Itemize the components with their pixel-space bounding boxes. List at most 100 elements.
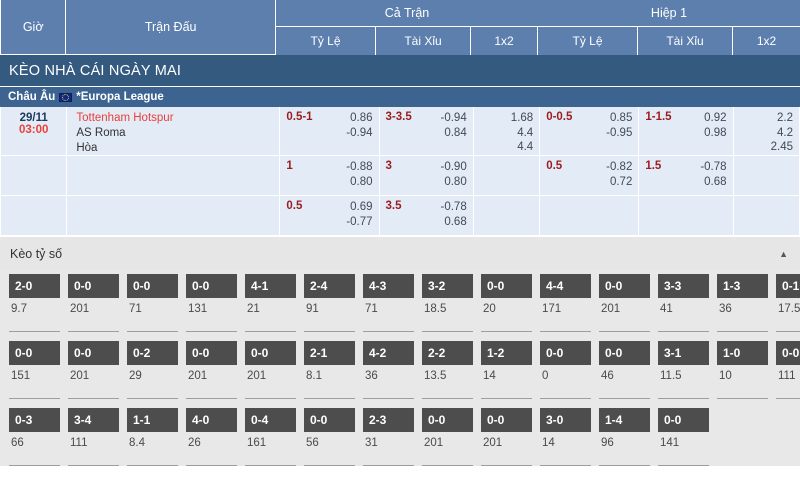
score-cell[interactable]: 1-3 36 [717,274,768,332]
score-cell[interactable]: 0-4 161 [245,408,296,466]
score-cell[interactable]: 1-2 14 [481,341,532,399]
odds-value[interactable]: 0.80 [444,175,467,188]
score-odds-value[interactable]: 201 [245,365,296,399]
score-odds-value[interactable]: 161 [245,432,296,466]
score-odds-value[interactable]: 111 [68,432,119,466]
odds-value[interactable]: -0.78 [700,161,727,173]
score-odds-value[interactable]: 36 [717,298,768,332]
score-cell[interactable]: 0-0 201 [599,274,650,332]
odds-value[interactable]: 0.68 [444,215,467,228]
odds-ft-tyle[interactable]: 0.5-1 0.86 -0.94 [280,107,380,155]
odds-value[interactable]: -0.90 [440,161,467,173]
score-odds-value[interactable]: 171 [540,298,591,332]
odds-value[interactable]: 0.85 [609,112,633,124]
score-odds-value[interactable]: 41 [658,298,709,332]
score-odds-value[interactable]: 201 [68,365,119,399]
score-odds-value[interactable]: 56 [304,432,355,466]
score-odds-value[interactable]: 151 [9,365,60,399]
score-odds-value[interactable]: 17.5 [776,298,800,332]
score-cell[interactable]: 3-1 11.5 [658,341,709,399]
score-cell[interactable]: 3-0 14 [540,408,591,466]
score-odds-value[interactable]: 66 [9,432,60,466]
score-odds-value[interactable]: 201 [422,432,473,466]
score-cell[interactable]: 2-1 8.1 [304,341,355,399]
score-cell[interactable]: 3-2 18.5 [422,274,473,332]
odds-value[interactable]: 0.84 [444,126,467,139]
score-cell[interactable]: 1-4 96 [599,408,650,466]
score-cell[interactable]: 1-1 8.4 [127,408,178,466]
score-odds-value[interactable]: 201 [68,298,119,332]
score-odds-value[interactable]: 14 [481,365,532,399]
odds-value[interactable]: 2.2 [777,112,794,124]
score-odds-value[interactable]: 0 [540,365,591,399]
score-cell[interactable]: 0-0 141 [658,408,709,466]
score-cell[interactable]: 0-3 66 [9,408,60,466]
score-odds-value[interactable]: 8.4 [127,432,178,466]
score-odds-value[interactable]: 71 [127,298,178,332]
table-row[interactable]: 1 -0.88 0.80 3 -0.90 0.80 0.5 -0.82 0.72 [0,156,800,196]
odds-value[interactable]: 0.68 [704,175,727,188]
score-cell[interactable]: 0-0 71 [127,274,178,332]
odds-value[interactable]: -0.82 [606,161,633,173]
score-odds-value[interactable]: 18.5 [422,298,473,332]
odds-value[interactable]: 0.86 [350,112,373,124]
league-bar[interactable]: Châu Âu *Europa League [0,87,800,107]
odds-ft-taixiu[interactable]: 3.5 -0.78 0.68 [380,196,474,235]
odds-value[interactable]: -0.95 [606,126,633,139]
score-cell[interactable]: 0-0 56 [304,408,355,466]
score-cell[interactable]: 2-0 9.7 [9,274,60,332]
odds-value[interactable]: 1.68 [510,112,534,124]
score-cell[interactable]: 2-2 13.5 [422,341,473,399]
table-row[interactable]: 0.5 0.69 -0.77 3.5 -0.78 0.68 [0,196,800,236]
score-cell[interactable]: 2-4 91 [304,274,355,332]
score-odds-value[interactable]: 8.1 [304,365,355,399]
score-cell[interactable]: 0-0 131 [186,274,237,332]
score-cell[interactable]: 3-3 41 [658,274,709,332]
odds-ft-tyle[interactable]: 1 -0.88 0.80 [280,156,380,195]
score-cell[interactable]: 0-0 201 [68,341,119,399]
score-odds-value[interactable]: 10 [717,365,768,399]
odds-ft-taixiu[interactable]: 3 -0.90 0.80 [380,156,474,195]
odds-ft-1x2[interactable]: 1.68 4.4 4.4 [474,107,541,155]
score-cell[interactable]: 4-2 36 [363,341,414,399]
score-cell[interactable]: 0-2 29 [127,341,178,399]
score-cell[interactable]: 4-0 26 [186,408,237,466]
score-odds-value[interactable]: 36 [363,365,414,399]
score-odds-value[interactable]: 29 [127,365,178,399]
score-odds-value[interactable]: 20 [481,298,532,332]
score-odds-value[interactable]: 21 [245,298,296,332]
odds-value[interactable]: 2.45 [770,141,794,153]
score-cell[interactable]: 0-0 201 [68,274,119,332]
score-odds-value[interactable]: 201 [599,298,650,332]
score-cell[interactable]: 3-4 111 [68,408,119,466]
odds-value[interactable]: -0.78 [440,201,467,213]
score-cell[interactable]: 0-0 201 [186,341,237,399]
score-section-header[interactable]: Kèo tỷ số ▲ [0,236,800,270]
score-odds-value[interactable]: 111 [776,365,800,399]
odds-h1-taixiu[interactable]: 1-1.5 0.92 0.98 [639,107,734,155]
home-team[interactable]: Tottenham Hotspur [76,112,174,124]
score-odds-value[interactable]: 141 [658,432,709,466]
score-cell[interactable]: 4-3 71 [363,274,414,332]
score-cell[interactable]: 1-0 10 [717,341,768,399]
away-team[interactable]: AS Roma [76,127,126,139]
score-odds-value[interactable]: 131 [186,298,237,332]
score-cell[interactable]: 2-3 31 [363,408,414,466]
odds-value[interactable]: -0.94 [440,112,467,124]
odds-value[interactable]: -0.94 [346,126,373,139]
odds-h1-tyle[interactable]: 0-0.5 0.85 -0.95 [540,107,640,155]
score-odds-value[interactable]: 13.5 [422,365,473,399]
score-cell[interactable]: 0-0 46 [599,341,650,399]
league-name[interactable]: *Europa League [76,91,164,103]
table-row[interactable]: 29/11 03:00 Tottenham Hotspur AS Roma Hò… [0,107,800,156]
score-odds-value[interactable]: 46 [599,365,650,399]
odds-value[interactable]: 0.98 [704,126,727,139]
odds-ft-taixiu[interactable]: 3-3.5 -0.94 0.84 [380,107,474,155]
score-cell[interactable]: 4-4 171 [540,274,591,332]
score-odds-value[interactable]: 9.7 [9,298,60,332]
score-cell[interactable]: 0-1 17.5 [776,274,800,332]
score-cell[interactable]: 0-0 201 [422,408,473,466]
score-cell[interactable]: 0-0 0 [540,341,591,399]
odds-value[interactable]: 0.72 [609,175,633,188]
score-odds-value[interactable]: 201 [481,432,532,466]
